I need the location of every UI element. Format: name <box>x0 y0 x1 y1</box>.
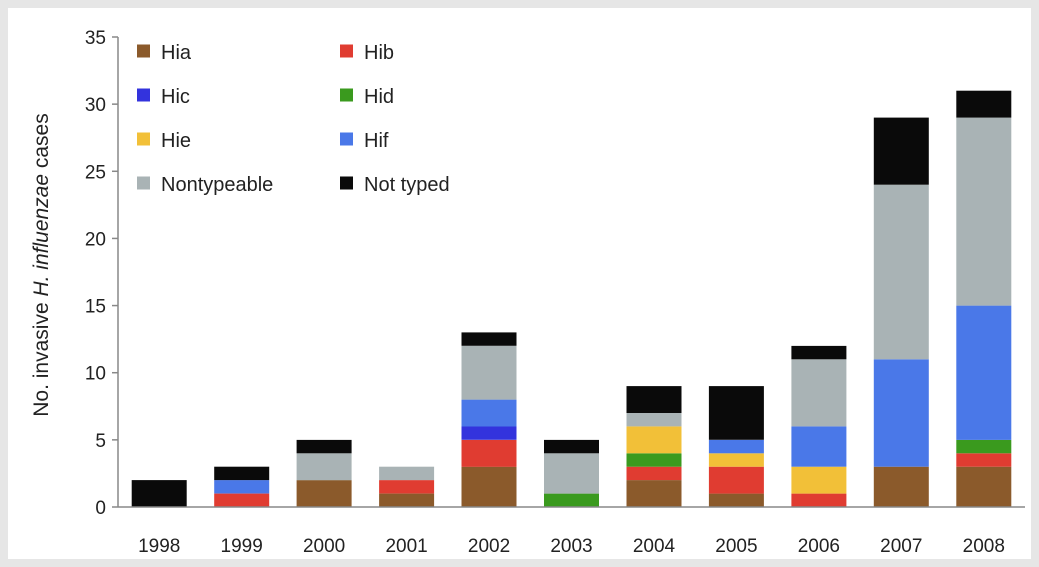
x-tick-label: 1999 <box>221 536 263 557</box>
legend: Hia Hib Hic Hid Hie Hif Nontypeable Not typed <box>137 42 450 196</box>
bar-segment-hia-2005 <box>708 493 764 507</box>
y-axis-label-species: H. influenzae <box>30 174 53 297</box>
y-tick-label: 30 <box>85 95 106 116</box>
x-tick-label: 2001 <box>385 536 427 557</box>
bar-segment-not-typed-2002 <box>461 332 517 346</box>
x-tick-label: 2003 <box>550 536 592 557</box>
bar-segment-hib-2001 <box>379 480 435 494</box>
legend-item-not-typed: Not typed <box>340 174 450 196</box>
legend-swatch <box>137 88 150 102</box>
legend-label: Not typed <box>364 174 450 196</box>
bar-segment-not-typed-2008 <box>956 90 1012 118</box>
bar-segment-hia-2001 <box>379 493 435 507</box>
x-tick-label: 2006 <box>798 536 840 557</box>
x-tick-label: 2002 <box>468 536 510 557</box>
legend-label: Hie <box>161 130 191 152</box>
bar-segment-hib-2004 <box>626 466 682 481</box>
legend-swatch <box>137 44 150 58</box>
bar-segment-not-typed-2005 <box>708 386 764 440</box>
legend-item-nontypeable: Nontypeable <box>137 174 273 196</box>
x-tick-label: 2000 <box>303 536 345 557</box>
y-tick-label: 10 <box>85 364 106 385</box>
legend-swatch <box>340 132 353 146</box>
bar-segment-hif-2008 <box>956 305 1012 440</box>
bar-segment-hid-2003 <box>544 493 599 507</box>
legend-item-hib: Hib <box>340 42 394 64</box>
y-axis-label: No. invasive H. influenzae cases <box>30 113 53 417</box>
legend-swatch <box>340 44 353 58</box>
legend-swatch <box>137 132 150 146</box>
bar-segment-hib-1999 <box>214 493 270 507</box>
bar-segment-hif-1999 <box>214 480 270 494</box>
bar-segment-hif-2002 <box>461 399 517 427</box>
y-tick-label: 25 <box>85 162 106 183</box>
axes-layer: 0 5 10 15 20 25 30 35 1998 1999 2000 2001 2002 2003 20… <box>85 28 1025 557</box>
bar-segment-nontypeable-2003 <box>544 453 599 494</box>
x-tick-label: 1998 <box>138 536 180 557</box>
legend-item-hid: Hid <box>340 86 394 108</box>
bar-segment-not-typed-2004 <box>626 386 682 413</box>
legend-item-hif: Hif <box>340 130 389 152</box>
bar-segment-hid-2008 <box>956 439 1012 454</box>
bar-segment-hia-2004 <box>626 480 682 507</box>
bar-segment-not-typed-2007 <box>873 117 929 185</box>
y-axis-label-part: No. invasive <box>30 297 53 417</box>
y-axis-label-part: cases <box>30 113 53 174</box>
bar-segment-hib-2002 <box>461 439 517 467</box>
bar-segment-not-typed-1999 <box>214 466 270 481</box>
legend-label: Hib <box>364 42 394 64</box>
x-tick-label: 2007 <box>880 536 922 557</box>
legend-label: Hic <box>161 86 190 108</box>
bar-segment-hia-2008 <box>956 466 1012 507</box>
legend-item-hic: Hic <box>137 86 190 108</box>
legend-label: Nontypeable <box>161 174 273 196</box>
legend-swatch <box>137 176 150 190</box>
legend-swatch <box>340 88 353 102</box>
legend-label: Hia <box>161 42 192 64</box>
legend-swatch <box>340 176 353 190</box>
bar-segment-nontypeable-2000 <box>296 453 352 481</box>
bar-segment-hid-2004 <box>626 453 682 467</box>
legend-item-hie: Hie <box>137 130 191 152</box>
legend-label: Hif <box>364 130 389 152</box>
bar-segment-hib-2006 <box>791 493 847 507</box>
bar-segment-not-typed-2006 <box>791 345 847 360</box>
y-tick-label: 15 <box>85 297 106 318</box>
bar-segment-hia-2002 <box>461 466 517 507</box>
bar-segment-hib-2005 <box>708 466 764 494</box>
bar-segment-nontypeable-2006 <box>791 359 847 427</box>
bar-segment-hif-2006 <box>791 426 847 467</box>
bar-segment-nontypeable-2001 <box>379 466 435 481</box>
bar-segment-hie-2005 <box>708 453 764 467</box>
bar-segment-nontypeable-2002 <box>461 345 517 400</box>
bar-segment-nontypeable-2007 <box>873 184 929 360</box>
bar-segment-hic-2002 <box>461 426 517 440</box>
legend-item-hia: Hia <box>137 42 192 64</box>
bar-segment-hie-2004 <box>626 426 682 454</box>
y-tick-label: 35 <box>85 28 106 49</box>
bar-segment-nontypeable-2004 <box>626 413 682 427</box>
y-tick-label: 20 <box>85 229 106 250</box>
bar-segment-not-typed-1998 <box>131 480 187 507</box>
bar-segment-hia-2007 <box>873 466 929 507</box>
bar-segment-nontypeable-2008 <box>956 117 1012 306</box>
y-tick-label: 0 <box>95 498 106 519</box>
bar-segment-hif-2005 <box>708 439 764 454</box>
bar-segment-hie-2006 <box>791 466 847 494</box>
bar-segment-hia-2000 <box>296 480 352 507</box>
bar-segment-hib-2008 <box>956 453 1012 467</box>
bars-layer <box>131 90 1012 507</box>
y-tick-label: 5 <box>95 431 106 452</box>
x-tick-label: 2008 <box>963 536 1005 557</box>
x-tick-label: 2005 <box>715 536 757 557</box>
bar-segment-not-typed-2003 <box>544 439 599 454</box>
legend-label: Hid <box>364 86 394 108</box>
x-tick-label: 2004 <box>633 536 676 557</box>
bar-segment-not-typed-2000 <box>296 439 352 454</box>
bar-segment-hif-2007 <box>873 359 929 467</box>
